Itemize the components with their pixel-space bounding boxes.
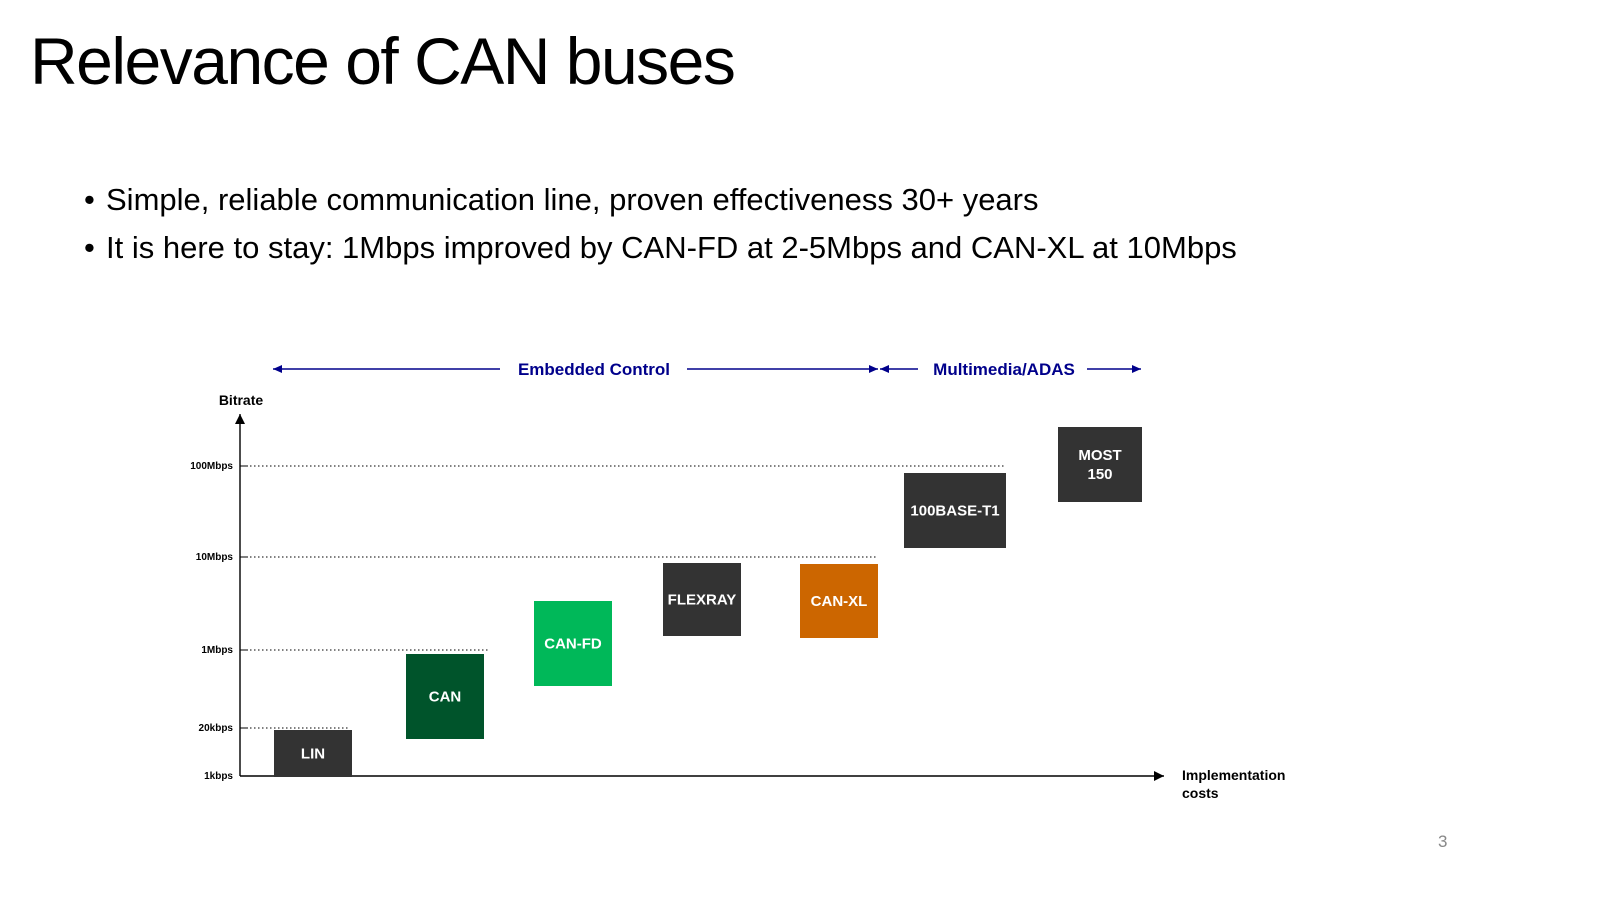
box-label: MOST: [1078, 447, 1121, 464]
bullet-list: • Simple, reliable communication line, pr…: [84, 176, 1237, 272]
box-label: CAN: [429, 689, 462, 706]
box-can: [406, 654, 484, 739]
x-axis-label: costs: [1182, 785, 1219, 801]
box-label: LIN: [301, 746, 325, 763]
box-can-fd: [534, 601, 612, 686]
box-can-xl: [800, 564, 878, 638]
slide-title: Relevance of CAN buses: [30, 24, 736, 98]
y-tick-label: 1kbps: [204, 771, 233, 782]
x-axis-label: Implementation: [1182, 767, 1285, 783]
y-tick-label: 1Mbps: [201, 645, 233, 656]
box-lin: [274, 730, 352, 777]
box-most-150: [1058, 427, 1142, 502]
box-label: CAN-FD: [544, 636, 602, 653]
box-label: FLEXRAY: [668, 592, 737, 609]
range-label-multimedia-adas: Multimedia/ADAS: [933, 360, 1075, 379]
box-label: 100BASE-T1: [910, 503, 999, 520]
bullet-item: • Simple, reliable communication line, pr…: [84, 182, 1039, 217]
range-label-embedded-control: Embedded Control: [518, 360, 670, 379]
box-100base-t1: [904, 473, 1006, 548]
bullet-item: • It is here to stay: 1Mbps improved by C…: [84, 230, 1237, 265]
box-label: CAN-XL: [811, 593, 868, 610]
bullet-text: It is here to stay: 1Mbps improved by CA…: [106, 230, 1237, 265]
bullet-text: Simple, reliable communication line, pro…: [106, 182, 1039, 217]
y-tick-label: 20kbps: [199, 723, 234, 734]
y-tick-label: 100Mbps: [190, 461, 233, 472]
page-number: 3: [1438, 832, 1448, 851]
y-axis-label: Bitrate: [219, 392, 264, 408]
box-label: 150: [1087, 466, 1112, 483]
y-tick-label: 10Mbps: [196, 552, 234, 563]
box-flexray: [663, 563, 741, 636]
